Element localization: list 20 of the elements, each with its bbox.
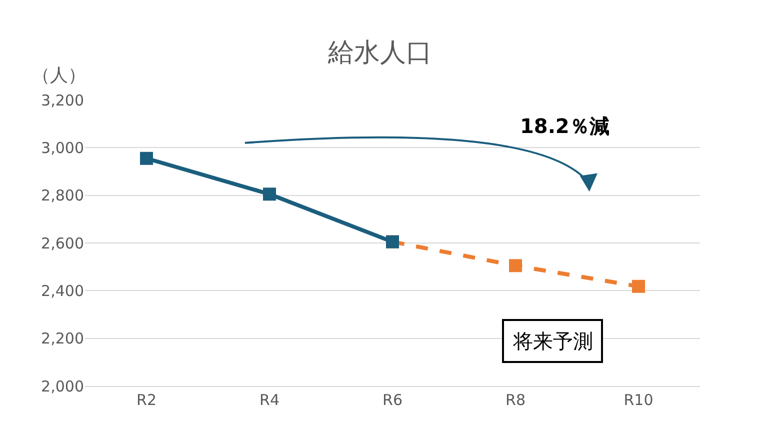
x-tick-label: R8 [506,391,526,409]
y-tick-label: 3,200 [41,91,84,110]
annotation: 将来予測 [512,329,593,353]
x-tick-label: R2 [136,391,156,409]
point [140,152,153,165]
y-tick-label: 3,000 [41,138,84,157]
annotation: 18.2％減 [520,114,610,138]
y-tick-label: 2,200 [41,330,84,348]
point [263,188,276,201]
y-tick-label: 2,000 [41,377,84,396]
point [632,280,645,293]
x-tick-label: R4 [260,391,280,409]
y-tick-label: 2,400 [41,282,84,300]
x-tick-label: R6 [382,391,402,409]
y-axis-title: （人） [32,65,86,86]
point [509,259,522,272]
y-tick-label: 2,600 [41,234,84,252]
y-tick-label: 2,800 [41,186,84,205]
chart-title: 給水人口 [327,38,432,68]
x-tick-label: R10 [624,391,654,409]
